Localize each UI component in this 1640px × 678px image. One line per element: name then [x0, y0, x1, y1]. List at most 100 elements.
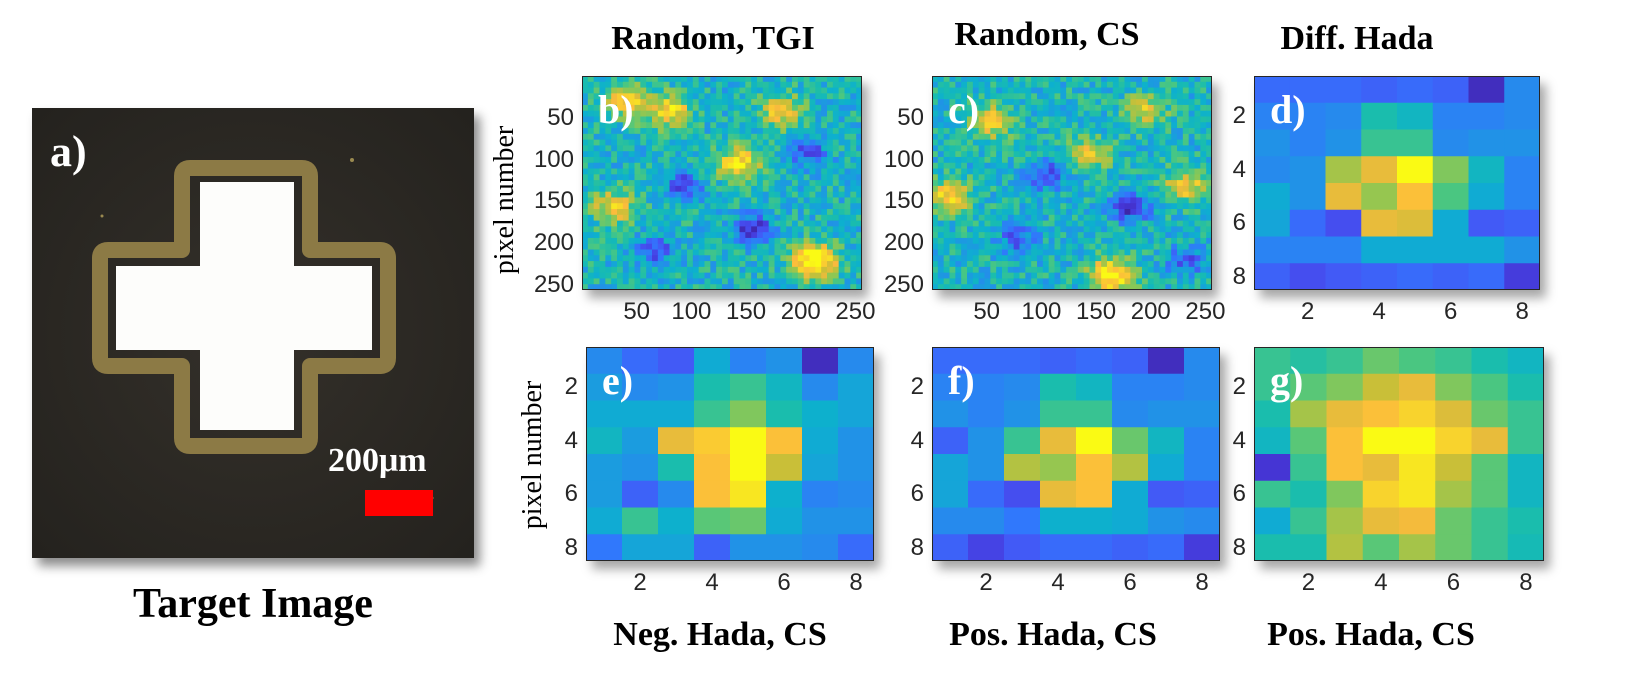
heatmap-cell: [1089, 226, 1096, 233]
heatmap-cell: [599, 145, 606, 152]
heatmap-cell: [1200, 197, 1207, 204]
heatmap-cell: [838, 266, 846, 274]
heatmap-cell: [1019, 197, 1026, 204]
heatmap-cell: [1188, 151, 1196, 158]
heatmap-cell: [827, 232, 834, 239]
heatmap-cell: [786, 151, 793, 158]
heatmap-cell: [634, 266, 641, 274]
heatmap-cell: [1504, 263, 1540, 290]
heatmap-cell: [622, 81, 630, 89]
heatmap-cell: [1165, 104, 1172, 112]
heatmap-cell: [1107, 243, 1114, 251]
heatmap-cell: [1002, 180, 1009, 187]
heatmap-cell: [628, 232, 636, 239]
heatmap-cell: [745, 197, 752, 204]
heatmap-cell: [1206, 104, 1212, 112]
heatmap-cell: [827, 162, 834, 170]
heatmap-cell: [1042, 272, 1050, 280]
heatmap-cell: [943, 197, 951, 204]
heatmap-cell: [850, 197, 857, 204]
heatmap-cell: [704, 261, 711, 268]
heatmap-cell: [943, 168, 951, 175]
heatmap-cell: [692, 122, 700, 129]
heatmap-cell: [1089, 93, 1096, 100]
heatmap-cell: [634, 133, 641, 141]
heatmap-cell: [599, 81, 606, 89]
heatmap-cell: [1095, 156, 1102, 164]
heatmap-cell: [967, 139, 974, 146]
heatmap-cell: [751, 266, 758, 274]
heatmap-cell: [768, 116, 776, 123]
heatmap-cell: [978, 93, 986, 100]
heatmap-cell: [815, 99, 822, 106]
heatmap-cell: [1048, 191, 1056, 199]
heatmap-cell: [1142, 133, 1149, 141]
heatmap-cell: [1177, 191, 1184, 199]
heatmap-cell: [1194, 214, 1201, 222]
heatmap-cell: [978, 145, 986, 152]
heatmap-cell: [657, 156, 665, 164]
heatmap-cell: [1054, 116, 1061, 123]
heatmap-cell: [587, 284, 595, 290]
heatmap-cell: [1153, 133, 1161, 141]
heatmap-cell: [1194, 162, 1201, 170]
heatmap-cell: [838, 220, 846, 227]
heatmap-cell: [681, 151, 688, 158]
heatmap-cell: [949, 156, 956, 164]
heatmap-cell: [1089, 122, 1096, 129]
heatmap-cell: [1148, 347, 1185, 375]
heatmap-cell: [1194, 128, 1201, 135]
heatmap-cell: [832, 162, 840, 170]
heatmap-cell: [1200, 76, 1207, 83]
heatmap-cell: [751, 168, 758, 175]
heatmap-cell: [675, 104, 682, 112]
heatmap-cell: [1142, 168, 1149, 175]
heatmap-cell: [634, 209, 641, 216]
heatmap-cell: [774, 139, 781, 146]
heatmap-cell: [657, 128, 665, 135]
heatmap-cell: [1147, 104, 1155, 112]
heatmap-cell: [978, 76, 986, 83]
heatmap-cell: [1007, 261, 1015, 268]
heatmap-cell: [640, 180, 647, 187]
heatmap-cell: [1165, 180, 1172, 187]
heatmap-cell: [687, 93, 694, 100]
heatmap-cell: [1042, 145, 1050, 152]
heatmap-cell: [803, 174, 811, 181]
heatmap-cell: [681, 284, 688, 290]
heatmap-cell: [1468, 102, 1505, 131]
heatmap-cell: [1153, 243, 1161, 251]
heatmap-cell: [1013, 284, 1021, 290]
heatmap-cell: [687, 278, 694, 285]
heatmap-cell: [587, 128, 595, 135]
x-tick-label: 50: [623, 298, 651, 325]
heatmap-cell: [1165, 110, 1172, 118]
heatmap-cell: [704, 284, 711, 290]
heatmap-cell: [1007, 156, 1015, 164]
heatmap-cell: [932, 427, 969, 455]
heatmap-cell: [1153, 104, 1161, 112]
heatmap-cell: [1504, 129, 1540, 157]
heatmap-cell: [640, 133, 647, 141]
heatmap-cell: [768, 214, 776, 222]
heatmap-cell: [646, 226, 653, 233]
heatmap-cell: [1142, 203, 1149, 210]
heatmap-cell: [1048, 93, 1056, 100]
heatmap-cell: [1025, 220, 1032, 227]
heatmap-cell: [733, 278, 741, 285]
heatmap-cell: [1171, 128, 1178, 135]
y-tick-label: 100: [883, 145, 924, 173]
heatmap-cell: [1037, 133, 1044, 141]
heatmap-cell: [640, 243, 647, 251]
heatmap-cell: [1171, 209, 1178, 216]
heatmap-cell: [1182, 104, 1190, 112]
heatmap-cell: [646, 151, 653, 158]
heatmap-cell: [1206, 168, 1212, 175]
heatmap-cell: [687, 128, 694, 135]
heatmap-cell: [1089, 266, 1096, 274]
heatmap-cell: [1159, 191, 1166, 199]
heatmap-cell: [1101, 110, 1108, 118]
heatmap-cell: [1188, 110, 1196, 118]
heatmap-cell: [1325, 209, 1362, 238]
heatmap-cell: [961, 99, 968, 106]
